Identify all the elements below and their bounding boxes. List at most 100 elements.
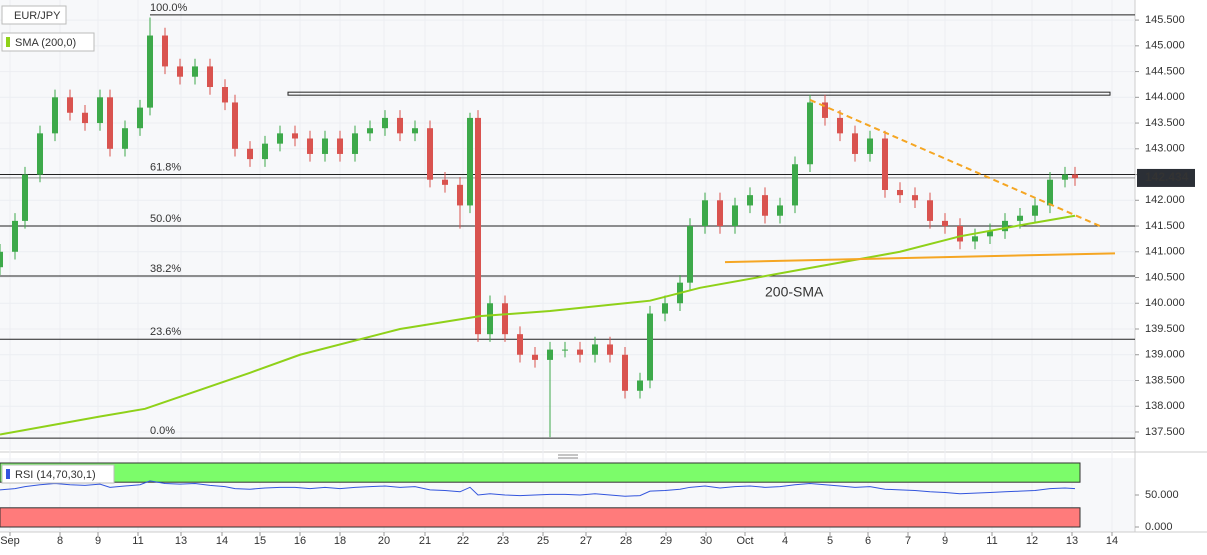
rsi-box[interactable]: [1, 464, 115, 484]
candle-body: [517, 334, 523, 355]
sma-annotation: 200-SMA: [765, 284, 824, 300]
y-tick-label: 142.000: [1145, 194, 1185, 206]
candle-body: [82, 112, 88, 124]
x-tick-label: 8: [57, 535, 63, 547]
candle-body: [687, 226, 693, 283]
candle-body: [882, 138, 888, 190]
symbol: EUR/JPY: [14, 10, 61, 22]
candle-body: [607, 344, 613, 355]
y-tick-label: 140.500: [1145, 271, 1185, 283]
rsi-tick-label: 50.000: [1145, 489, 1179, 501]
x-tick-label: 16: [294, 535, 306, 547]
price-tag-label: 142.434: [1145, 170, 1189, 184]
candle-body: [647, 313, 653, 381]
indicator-swatch: [6, 37, 10, 47]
x-tick-label: 12: [1026, 535, 1038, 547]
fib-label: 50.0%: [150, 213, 181, 225]
y-tick-label: 139.000: [1145, 349, 1185, 361]
candle-body: [247, 148, 253, 160]
candle-body: [277, 133, 283, 144]
candle-body: [442, 179, 448, 185]
candle-body: [732, 205, 738, 227]
candle-body: [107, 97, 113, 149]
candle-body: [0, 251, 3, 268]
indicator-name: SMA (200,0): [15, 37, 76, 49]
candle-body: [177, 66, 183, 77]
overbought-band: [0, 462, 1081, 483]
x-tick-label: 29: [660, 535, 672, 547]
candle-body: [37, 133, 43, 175]
symbol-box[interactable]: [1, 5, 67, 25]
rsi-swatch: [6, 469, 10, 479]
candle-body: [502, 303, 508, 335]
y-tick-label: 141.500: [1145, 220, 1185, 232]
x-tick-label: 11: [132, 535, 143, 547]
candle-body: [762, 195, 768, 216]
oversold-band: [0, 507, 1081, 528]
y-tick-label: 141.000: [1145, 246, 1185, 258]
candle-body: [232, 102, 238, 149]
candle-body: [792, 164, 798, 206]
x-tick-label: 23: [497, 535, 509, 547]
candle-body: [122, 128, 128, 149]
candle-body: [162, 35, 168, 67]
fib-label: 61.8%: [150, 161, 181, 173]
indicator-box[interactable]: [1, 32, 95, 52]
x-tick-label: 13: [175, 535, 187, 547]
candle-body: [717, 200, 723, 227]
candle-body: [147, 35, 153, 108]
candle-body: [352, 133, 358, 154]
y-tick-label: 143.500: [1145, 117, 1185, 129]
candle-body: [822, 102, 828, 118]
main-panel: [0, 0, 1135, 450]
sma-line: [0, 214, 1076, 436]
candle-body: [942, 220, 948, 227]
candle-body: [957, 226, 963, 242]
candle-body: [547, 349, 553, 360]
trendline: [809, 98, 1101, 227]
x-tick-label: 9: [942, 535, 948, 547]
x-tick-label: 18: [334, 535, 346, 547]
candle-body: [622, 354, 628, 391]
x-tick-label: 14: [1106, 535, 1118, 547]
x-tick-label: 13: [1066, 535, 1078, 547]
candle-body: [97, 97, 103, 124]
x-tick-label: 5: [827, 535, 833, 547]
price-tag: [1137, 168, 1195, 187]
rsi-line: [0, 480, 1076, 497]
y-tick-label: 144.000: [1145, 91, 1185, 103]
candle-body: [592, 344, 598, 355]
candle-body: [67, 97, 73, 113]
candle-body: [412, 128, 418, 134]
y-tick-label: 144.500: [1145, 65, 1185, 77]
y-tick-label: 145.500: [1145, 14, 1185, 26]
candle-body: [852, 133, 858, 154]
candle-body: [367, 128, 373, 134]
resistance-zone: [287, 91, 1111, 96]
candle-body: [487, 303, 493, 335]
x-tick-label: 11: [986, 535, 997, 547]
rsi-tick-label: 0.000: [1145, 521, 1173, 533]
candle-body: [1017, 215, 1023, 221]
candle-body: [637, 380, 643, 391]
y-tick-label: 145.000: [1145, 40, 1185, 52]
candle-body: [987, 231, 993, 237]
x-tick-label: 7: [905, 535, 911, 547]
fib-label: 23.6%: [150, 326, 181, 338]
candle-body: [52, 97, 58, 134]
x-tick-label: Sep: [0, 535, 20, 547]
x-tick-label: 20: [378, 535, 390, 547]
x-tick-label: 27: [580, 535, 592, 547]
candle-body: [662, 303, 668, 314]
candle-body: [207, 66, 213, 88]
candle-body: [867, 138, 873, 154]
y-tick-label: 143.000: [1145, 143, 1185, 155]
candle-body: [427, 128, 433, 180]
fib-label: 100.0%: [150, 2, 188, 14]
candle-body: [912, 195, 918, 201]
x-tick-label: 22: [457, 535, 469, 547]
x-tick-label: 14: [216, 535, 228, 547]
candle-body: [22, 174, 28, 221]
